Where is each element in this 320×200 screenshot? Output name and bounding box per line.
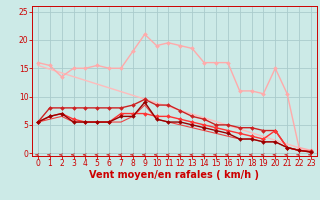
X-axis label: Vent moyen/en rafales ( km/h ): Vent moyen/en rafales ( km/h )	[89, 170, 260, 180]
